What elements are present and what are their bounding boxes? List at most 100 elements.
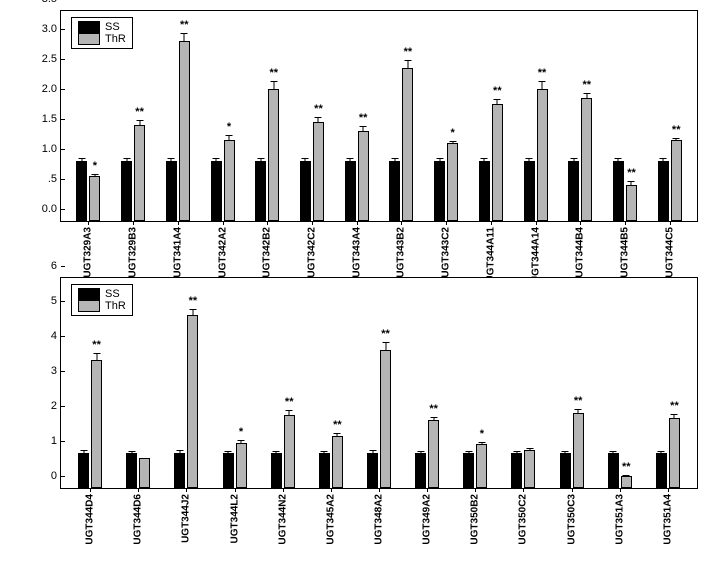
bar-thr: **: [91, 360, 102, 488]
bars-container: **UGT344D4UGT344D6**UGT344J2*UGT344L2**U…: [61, 278, 697, 488]
errorbar: [273, 81, 274, 90]
bar-group: **UGT343A4: [334, 11, 379, 221]
bar-ss: [658, 161, 669, 221]
bar-ss: [255, 161, 266, 221]
bar-group: **UGT344C5: [647, 11, 692, 221]
x-tick-mark: [491, 221, 492, 225]
x-tick-mark: [138, 488, 139, 492]
errorbar: [94, 174, 95, 177]
bar-thr: **: [669, 418, 680, 488]
x-tick-label: UGT344D4: [85, 494, 96, 545]
bar-group: **UGT344B5: [603, 11, 648, 221]
bar-ss: [568, 161, 579, 221]
x-tick-mark: [331, 488, 332, 492]
errorbar: [573, 158, 574, 161]
errorbar: [318, 117, 319, 123]
legend: SSThR: [71, 284, 133, 316]
bar-ss: [211, 161, 222, 221]
x-tick-label: UGT350B2: [470, 494, 481, 545]
x-tick-label: UGT342B2: [262, 227, 273, 278]
bar-group: **UGT344N2: [259, 278, 307, 488]
errorbar: [144, 458, 145, 460]
errorbar: [372, 450, 373, 454]
x-tick-mark: [620, 488, 621, 492]
errorbar: [337, 433, 338, 437]
bar-group: **UGT351A3: [596, 278, 644, 488]
x-tick-mark: [475, 488, 476, 492]
significance-marker: **: [359, 112, 368, 124]
y-tick: 1.0: [42, 143, 61, 155]
significance-marker: **: [670, 400, 679, 412]
significance-marker: **: [493, 85, 502, 97]
errorbar: [661, 451, 662, 453]
x-tick-label: UGT343B2: [396, 227, 407, 278]
errorbar: [192, 309, 193, 316]
x-tick-mark: [235, 488, 236, 492]
legend-label-ss: SS: [105, 288, 120, 300]
chart-1: Relative expression levelSSThR0123456**U…: [10, 277, 698, 489]
significance-marker: *: [239, 426, 243, 438]
x-tick-label: UGT344B5: [619, 227, 630, 278]
x-tick-mark: [133, 221, 134, 225]
bar-ss: [121, 161, 132, 221]
x-tick-mark: [223, 221, 224, 225]
errorbar: [324, 451, 325, 453]
plot-area: SSThR0.0.51.01.52.02.53.03.5*UGT329A3**U…: [60, 10, 698, 222]
errorbar: [289, 410, 290, 415]
bar-ss: [166, 161, 177, 221]
significance-marker: *: [450, 127, 454, 139]
bar-ss: [223, 453, 234, 488]
y-tick: 2.5: [42, 53, 61, 65]
errorbar: [626, 475, 627, 477]
x-tick-mark: [357, 221, 358, 225]
errorbar: [516, 451, 517, 453]
x-tick-label: UGT350C3: [566, 494, 577, 545]
legend-row-thr: ThR: [78, 33, 126, 45]
x-tick-label: UGT344N2: [277, 494, 288, 545]
errorbar: [674, 414, 675, 419]
errorbar: [468, 451, 469, 453]
bar-ss: [271, 453, 282, 488]
significance-marker: **: [404, 46, 413, 58]
bar-ss: [560, 453, 571, 488]
bar-thr: **: [358, 131, 369, 221]
x-tick-mark: [446, 221, 447, 225]
bar-thr: **: [492, 104, 503, 221]
x-tick-label: UGT344J2: [181, 494, 192, 543]
bar-ss: [76, 161, 87, 221]
bar-thr: *: [236, 443, 247, 489]
errorbar: [171, 158, 172, 161]
x-tick-label: UGT341A4: [172, 227, 183, 278]
significance-marker: *: [227, 121, 231, 133]
bar-group: **UGT343B2: [379, 11, 424, 221]
bar-ss: [174, 453, 185, 488]
y-tick: 5: [51, 295, 61, 307]
legend-swatch-thr: [78, 300, 100, 312]
bar-thr: *: [447, 143, 458, 221]
bar-thr: **: [626, 185, 637, 221]
x-tick-mark: [523, 488, 524, 492]
bar-thr: **: [332, 436, 343, 489]
errorbar: [216, 158, 217, 161]
x-tick-mark: [572, 488, 573, 492]
errorbar: [363, 126, 364, 132]
bar-group: **UGT344B4: [558, 11, 603, 221]
errorbar: [126, 158, 127, 161]
bar-group: **UGT348A2: [355, 278, 403, 488]
significance-marker: **: [189, 295, 198, 307]
bar-thr: **: [313, 122, 324, 221]
significance-marker: **: [285, 396, 294, 408]
x-tick-label: UGT351A3: [614, 494, 625, 545]
significance-marker: **: [269, 67, 278, 79]
bar-thr: *: [224, 140, 235, 221]
significance-marker: **: [180, 19, 189, 31]
bar-group: **UGT351A4: [644, 278, 692, 488]
y-tick: 6: [51, 260, 61, 272]
errorbar: [542, 81, 543, 90]
y-tick: 2: [51, 400, 61, 412]
x-tick-mark: [283, 488, 284, 492]
y-tick: 3.5: [42, 0, 61, 5]
x-tick-label: UGT344L2: [229, 494, 240, 543]
bar-thr: **: [621, 476, 632, 488]
bar-ss: [479, 161, 490, 221]
